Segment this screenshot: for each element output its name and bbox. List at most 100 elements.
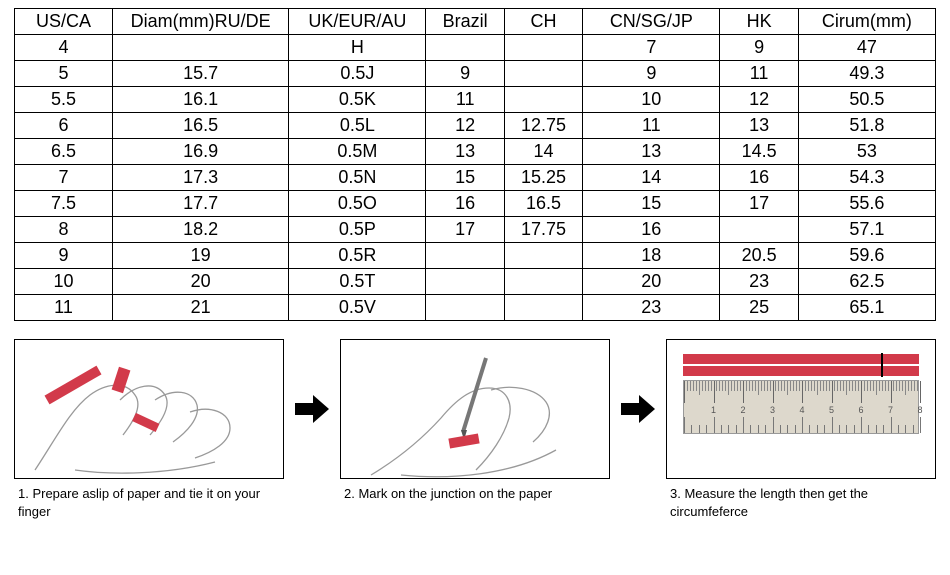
table-cell: 11 — [720, 61, 798, 87]
table-cell: 16.5 — [112, 113, 288, 139]
ruler: 12345678 — [683, 380, 919, 434]
table-cell: 0.5R — [289, 243, 426, 269]
table-header-cell: UK/EUR/AU — [289, 9, 426, 35]
table-row: 5.516.10.5K11101250.5 — [15, 87, 936, 113]
table-cell: 16.1 — [112, 87, 288, 113]
table-cell — [504, 87, 582, 113]
table-cell: 16 — [720, 165, 798, 191]
table-cell: 17 — [426, 217, 504, 243]
table-cell — [426, 35, 504, 61]
table-cell: 13 — [426, 139, 504, 165]
table-cell: 6.5 — [15, 139, 113, 165]
table-cell: 5 — [15, 61, 113, 87]
table-cell — [426, 269, 504, 295]
table-cell: 12 — [426, 113, 504, 139]
table-header-cell: Brazil — [426, 9, 504, 35]
table-cell: 9 — [720, 35, 798, 61]
table-cell: 11 — [426, 87, 504, 113]
table-row: 7.517.70.5O1616.5151755.6 — [15, 191, 936, 217]
table-header-cell: CN/SG/JP — [583, 9, 720, 35]
table-row: 717.30.5N1515.25141654.3 — [15, 165, 936, 191]
table-cell: 11 — [583, 113, 720, 139]
table-cell — [112, 35, 288, 61]
table-header-row: US/CADiam(mm)RU/DEUK/EUR/AUBrazilCHCN/SG… — [15, 9, 936, 35]
table-cell: 6 — [15, 113, 113, 139]
table-cell: 23 — [583, 295, 720, 321]
table-cell: 11 — [15, 295, 113, 321]
table-row: 6.516.90.5M13141314.553 — [15, 139, 936, 165]
arrow-icon — [619, 339, 657, 479]
table-cell: 15.7 — [112, 61, 288, 87]
table-cell: 16.5 — [504, 191, 582, 217]
table-cell — [720, 217, 798, 243]
table-cell: 0.5O — [289, 191, 426, 217]
table-cell: 0.5L — [289, 113, 426, 139]
table-cell: 17.3 — [112, 165, 288, 191]
table-header-cell: US/CA — [15, 9, 113, 35]
table-row: 515.70.5J991149.3 — [15, 61, 936, 87]
table-cell: 19 — [112, 243, 288, 269]
step-1-caption: 1. Prepare aslip of paper and tie it on … — [14, 485, 284, 520]
table-header-cell: Diam(mm)RU/DE — [112, 9, 288, 35]
table-cell: 0.5M — [289, 139, 426, 165]
step-1: 1. Prepare aslip of paper and tie it on … — [14, 339, 284, 520]
table-cell: 59.6 — [798, 243, 935, 269]
table-cell: 13 — [720, 113, 798, 139]
table-cell: 5.5 — [15, 87, 113, 113]
paper-strip — [683, 354, 919, 364]
table-cell: 18 — [583, 243, 720, 269]
table-cell: 20 — [583, 269, 720, 295]
table-row: 616.50.5L1212.75111351.8 — [15, 113, 936, 139]
table-cell: 51.8 — [798, 113, 935, 139]
table-cell: 54.3 — [798, 165, 935, 191]
table-cell: 14 — [583, 165, 720, 191]
table-cell: 4 — [15, 35, 113, 61]
table-cell — [504, 243, 582, 269]
table-row: 4H7947 — [15, 35, 936, 61]
table-cell: 9 — [426, 61, 504, 87]
table-cell: 23 — [720, 269, 798, 295]
table-cell: 7.5 — [15, 191, 113, 217]
table-cell: 12 — [720, 87, 798, 113]
table-cell: 20.5 — [720, 243, 798, 269]
table-cell: 50.5 — [798, 87, 935, 113]
step-3-caption: 3. Measure the length then get the circu… — [666, 485, 936, 520]
table-cell — [504, 35, 582, 61]
table-cell: 18.2 — [112, 217, 288, 243]
table-cell: 21 — [112, 295, 288, 321]
table-cell: 55.6 — [798, 191, 935, 217]
table-cell: 16.9 — [112, 139, 288, 165]
step-2: 2. Mark on the junction on the paper — [340, 339, 610, 503]
arrow-icon — [293, 339, 331, 479]
table-cell: 15 — [426, 165, 504, 191]
table-cell: 9 — [15, 243, 113, 269]
table-cell — [504, 269, 582, 295]
table-cell: 7 — [583, 35, 720, 61]
paper-strip — [683, 366, 919, 376]
ring-size-table: US/CADiam(mm)RU/DEUK/EUR/AUBrazilCHCN/SG… — [14, 8, 936, 321]
table-cell: 13 — [583, 139, 720, 165]
table-header-cell: Cirum(mm) — [798, 9, 935, 35]
step-2-caption: 2. Mark on the junction on the paper — [340, 485, 610, 503]
table-cell: 25 — [720, 295, 798, 321]
table-cell: 0.5N — [289, 165, 426, 191]
table-header-cell: HK — [720, 9, 798, 35]
table-cell — [426, 243, 504, 269]
step-2-illustration — [340, 339, 610, 479]
table-cell: 14 — [504, 139, 582, 165]
table-cell: 10 — [15, 269, 113, 295]
table-cell: 57.1 — [798, 217, 935, 243]
table-cell: 47 — [798, 35, 935, 61]
table-cell — [426, 295, 504, 321]
table-cell: 17.7 — [112, 191, 288, 217]
table-cell: 9 — [583, 61, 720, 87]
table-cell: 12.75 — [504, 113, 582, 139]
table-cell: 7 — [15, 165, 113, 191]
step-3-illustration: 12345678 — [666, 339, 936, 479]
table-cell: 16 — [583, 217, 720, 243]
table-row: 818.20.5P1717.751657.1 — [15, 217, 936, 243]
table-row: 9190.5R 1820.559.6 — [15, 243, 936, 269]
table-cell — [504, 295, 582, 321]
table-cell: 0.5V — [289, 295, 426, 321]
table-cell: 62.5 — [798, 269, 935, 295]
